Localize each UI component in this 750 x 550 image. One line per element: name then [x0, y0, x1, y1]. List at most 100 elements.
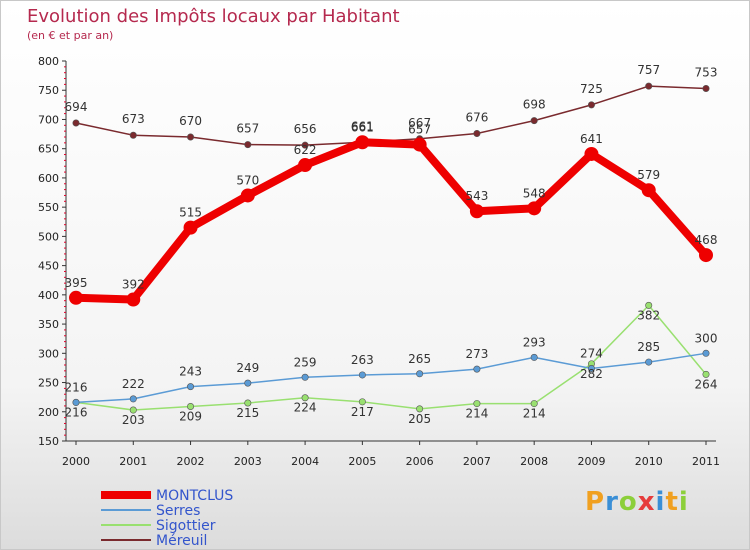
data-label: 300	[695, 331, 718, 345]
x-tick-label: 2002	[177, 455, 205, 468]
data-point	[416, 405, 424, 413]
data-point	[187, 403, 195, 411]
data-point	[699, 248, 713, 263]
data-point	[473, 400, 481, 408]
data-label: 673	[122, 112, 145, 126]
data-label: 570	[236, 173, 259, 187]
data-point	[69, 290, 83, 305]
data-point	[530, 400, 538, 408]
data-label: 757	[637, 63, 660, 77]
y-tick-label: 200	[38, 406, 59, 419]
x-tick-label: 2009	[577, 455, 605, 468]
data-label: 215	[236, 406, 259, 420]
logo-letter: i	[655, 487, 666, 517]
data-point	[183, 220, 198, 235]
y-tick-label: 500	[38, 230, 59, 243]
data-point	[530, 117, 538, 125]
data-label: 249	[236, 361, 259, 375]
data-label: 656	[294, 122, 317, 136]
data-label: 661	[351, 119, 374, 133]
data-label: 392	[122, 278, 145, 292]
data-point	[358, 371, 366, 379]
data-label: 203	[122, 413, 145, 427]
data-label: 285	[637, 340, 660, 354]
data-label: 543	[465, 189, 488, 203]
data-label: 395	[65, 276, 88, 290]
legend-label: Sigottier	[156, 518, 216, 534]
x-tick-label: 2008	[520, 455, 548, 468]
data-label: 209	[179, 410, 202, 424]
x-tick-label: 2010	[635, 455, 663, 468]
x-tick-label: 2001	[119, 455, 147, 468]
data-label: 657	[408, 123, 431, 137]
data-label: 676	[465, 110, 488, 124]
data-point	[72, 119, 80, 127]
y-tick-label: 700	[38, 113, 59, 126]
logo-letter: x	[637, 487, 656, 517]
y-tick-label: 600	[38, 172, 59, 185]
series-line-sigottier	[75, 304, 707, 411]
data-point	[244, 379, 252, 387]
data-label: 214	[523, 407, 546, 421]
x-tick-label: 2000	[62, 455, 90, 468]
legend-label: Serres	[156, 503, 200, 519]
data-label: 274	[580, 347, 603, 361]
x-tick-label: 2005	[348, 455, 376, 468]
data-point	[530, 353, 538, 361]
y-tick-label: 150	[38, 435, 59, 448]
data-label: 641	[580, 132, 603, 146]
y-tick-label: 450	[38, 260, 59, 273]
legend-label: Méreuil	[156, 533, 207, 549]
data-label: 515	[179, 206, 202, 220]
data-point	[244, 141, 252, 149]
series-line-serres	[75, 352, 707, 404]
y-tick-label: 350	[38, 318, 59, 331]
data-point	[416, 370, 424, 378]
series-line-montclus	[72, 138, 710, 304]
x-tick-label: 2011	[692, 455, 720, 468]
data-point	[702, 370, 710, 378]
data-point	[358, 398, 366, 406]
data-point	[645, 82, 653, 90]
series-line-méreuil	[75, 85, 707, 146]
data-label: 216	[65, 405, 88, 419]
data-point	[301, 373, 309, 381]
data-point	[587, 365, 595, 373]
logo-letter: t	[665, 487, 679, 517]
data-label: 205	[408, 412, 431, 426]
data-point	[469, 204, 484, 219]
x-tick-label: 2004	[291, 455, 319, 468]
data-point	[187, 133, 195, 141]
logo-letter: i	[678, 487, 689, 517]
data-point	[244, 399, 252, 407]
data-point	[129, 395, 137, 403]
data-point	[126, 292, 141, 307]
data-label: 468	[695, 233, 718, 247]
data-point	[473, 129, 481, 137]
data-point	[129, 406, 137, 414]
y-tick-label: 750	[38, 84, 59, 97]
x-tick-label: 2006	[406, 455, 434, 468]
data-point	[641, 183, 656, 198]
y-tick-label: 400	[38, 289, 59, 302]
data-point	[72, 398, 80, 406]
x-tick-label: 2007	[463, 455, 491, 468]
data-point	[301, 394, 309, 402]
data-label: 548	[523, 186, 546, 200]
data-label: 216	[65, 380, 88, 394]
logo-letter: P	[585, 487, 606, 517]
chart-title: Evolution des Impôts locaux par Habitant	[27, 6, 400, 27]
data-point	[473, 365, 481, 373]
data-label: 273	[465, 347, 488, 361]
y-tick-label: 800	[38, 55, 59, 68]
data-label: 382	[637, 308, 660, 322]
data-point	[645, 301, 653, 309]
data-label: 224	[294, 401, 317, 415]
data-point	[187, 383, 195, 391]
y-tick-label: 550	[38, 201, 59, 214]
data-label: 243	[179, 365, 202, 379]
data-label: 293	[523, 335, 546, 349]
data-label: 222	[122, 377, 145, 391]
